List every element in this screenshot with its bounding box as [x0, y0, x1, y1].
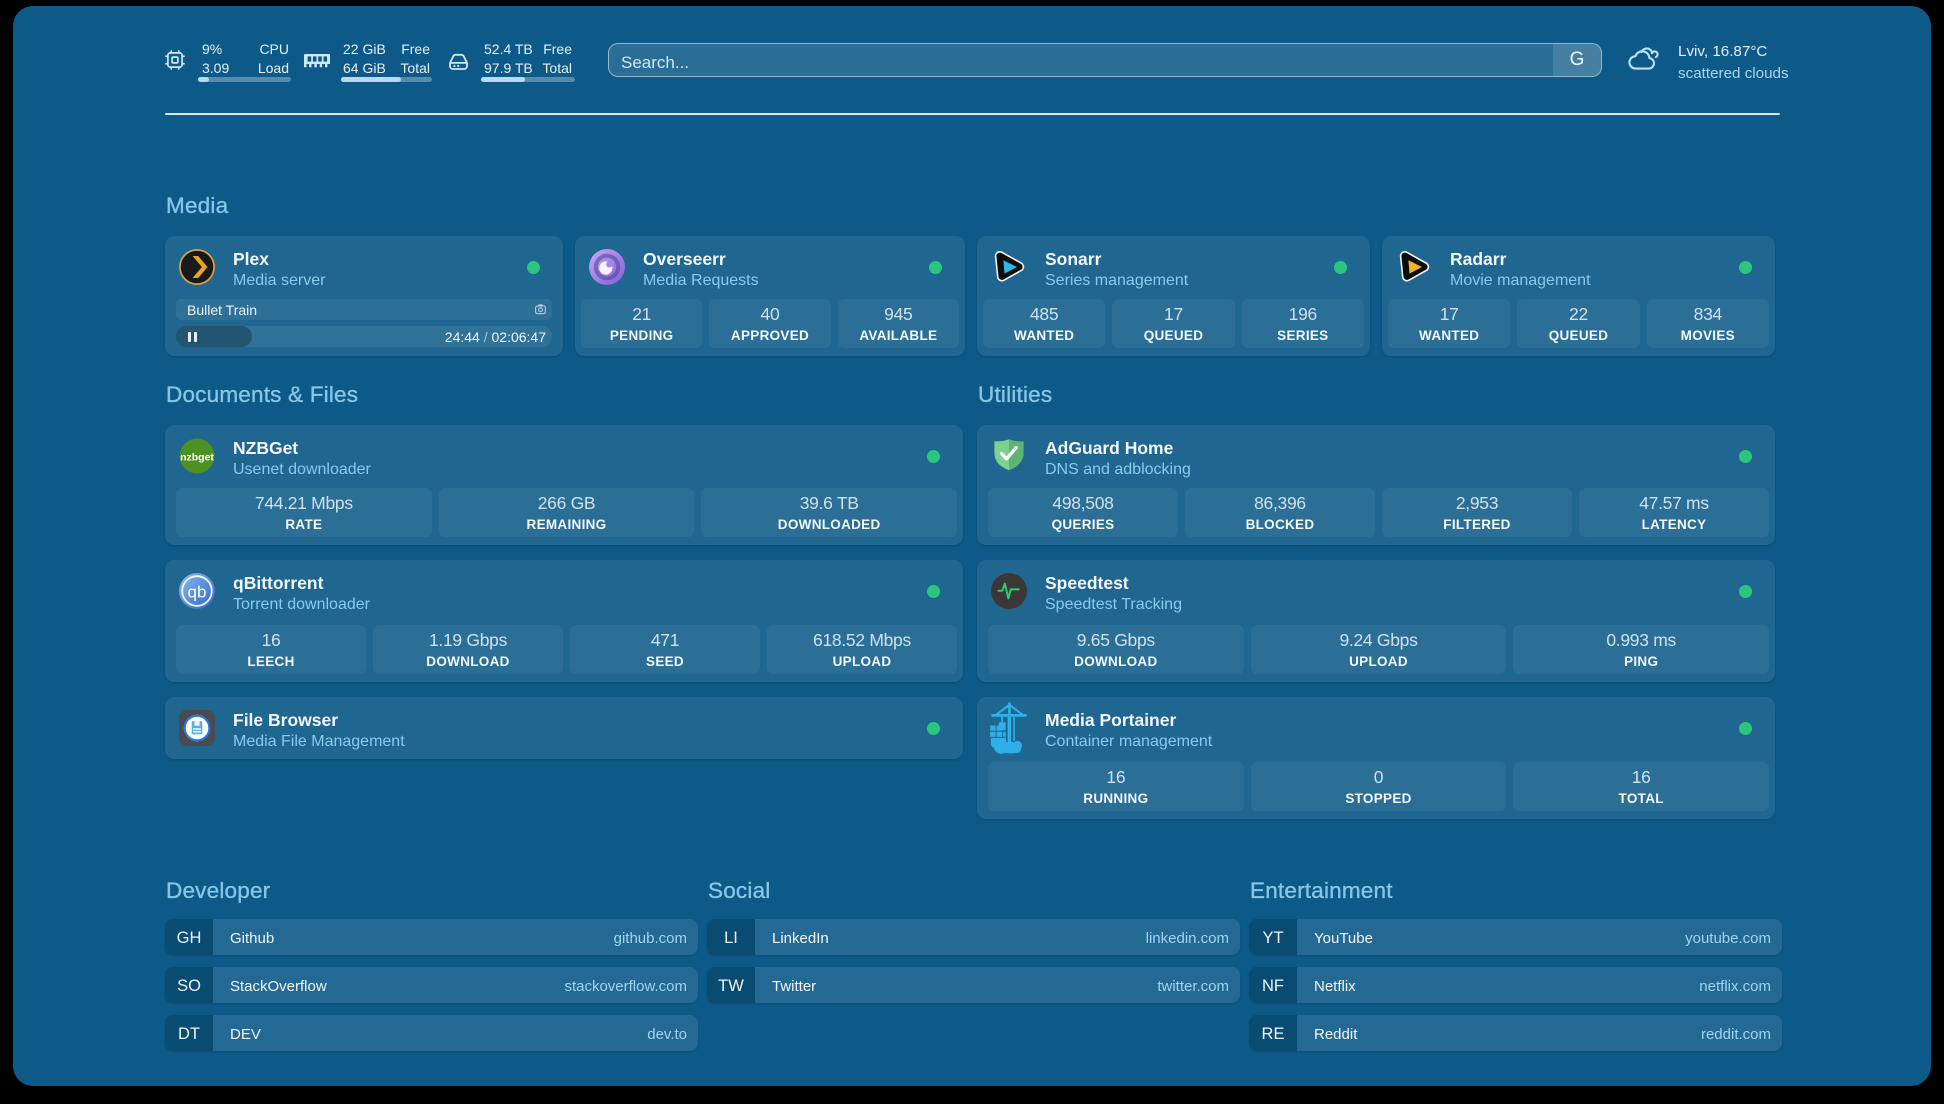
svg-text:qb: qb	[188, 583, 207, 602]
svg-text:nzbget: nzbget	[180, 452, 214, 464]
